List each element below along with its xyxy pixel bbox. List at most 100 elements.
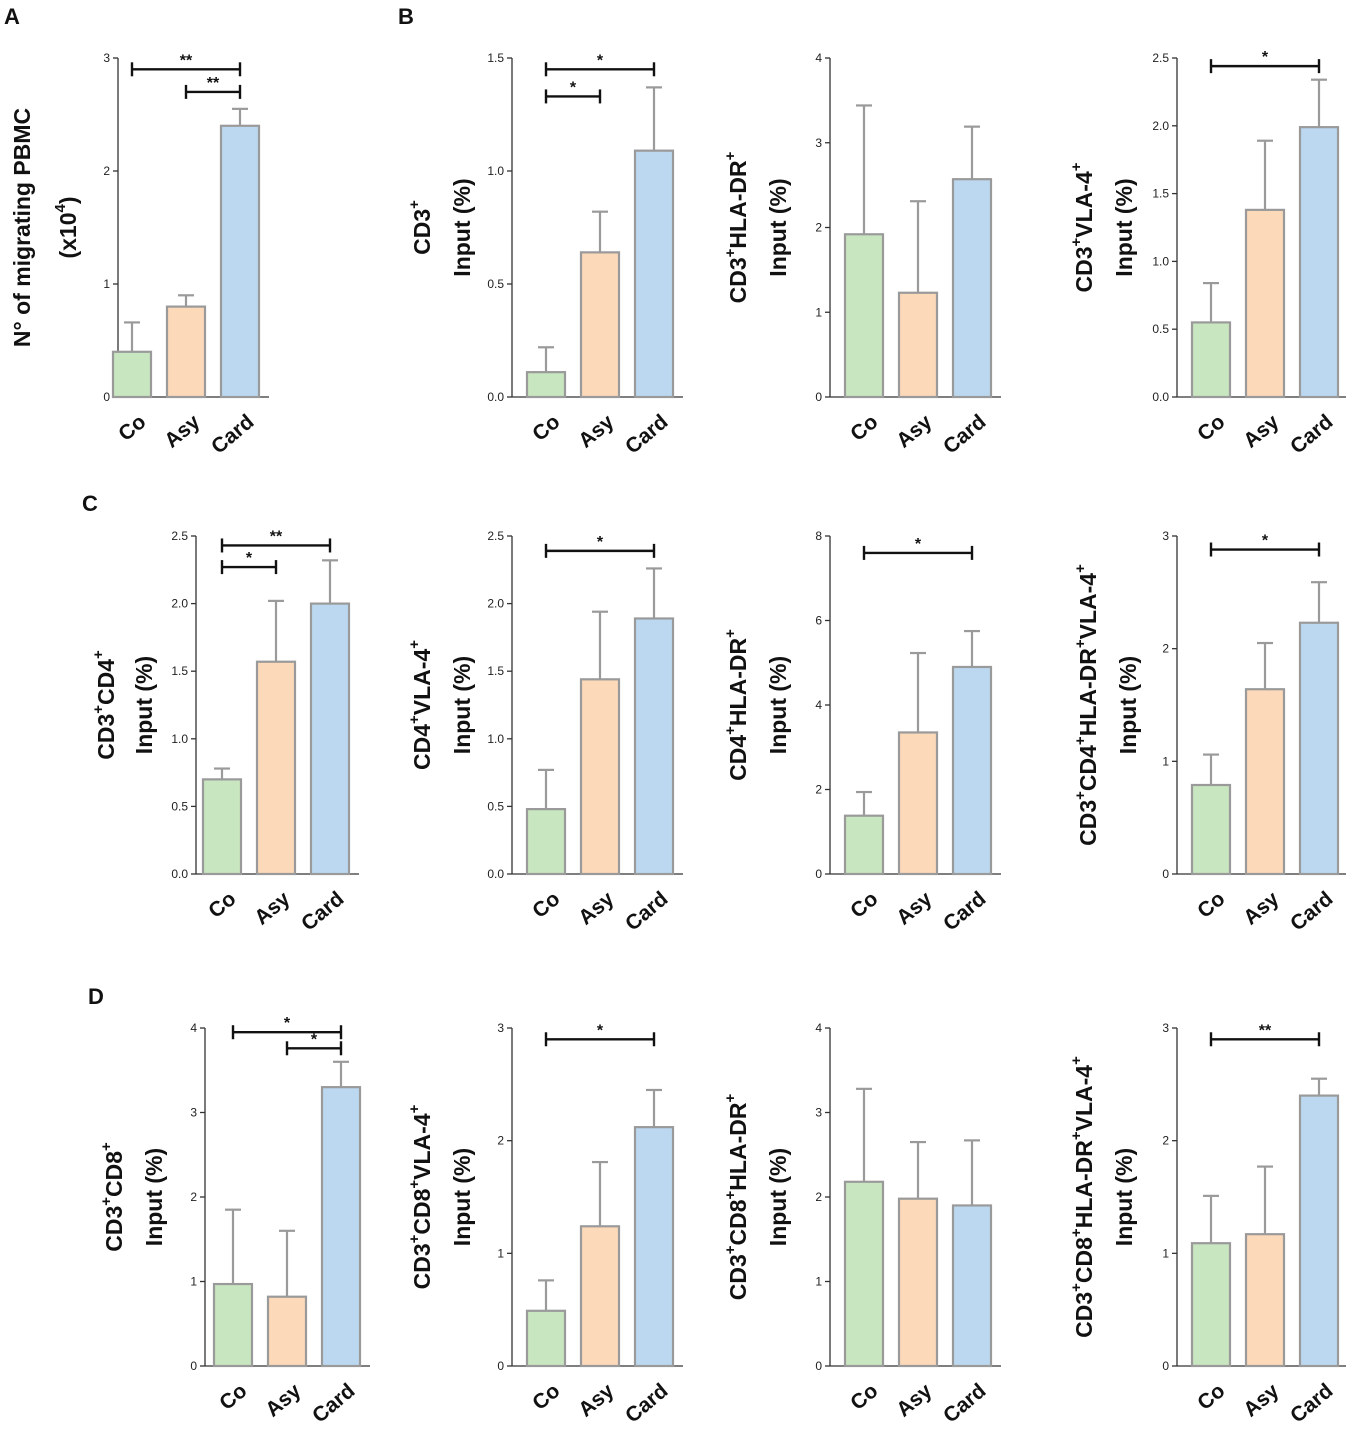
bar-asy <box>1244 688 1286 876</box>
y-tick-label: 1.5 <box>487 664 504 678</box>
y-tick-label: 1.5 <box>171 664 188 678</box>
y-axis-label: Input (%) <box>1115 656 1141 754</box>
y-tick-label: 1.0 <box>487 164 504 178</box>
bar-card <box>219 124 261 399</box>
y-axis-label: Input (%) <box>765 1148 791 1246</box>
y-tick-label: 3 <box>815 1106 822 1120</box>
bar-asy <box>579 1225 621 1368</box>
bar-co <box>525 808 567 876</box>
bar-asy <box>266 1295 308 1368</box>
category-label-co: Co <box>1193 410 1229 446</box>
y-axis-label: Input (%) <box>449 1148 475 1246</box>
category-label-co: Co <box>528 410 564 446</box>
y-axis-label: Input (%) <box>1111 178 1137 276</box>
category-label-co: Co <box>846 1379 882 1415</box>
bar-co <box>1190 1242 1232 1368</box>
significance-label: * <box>1262 49 1269 66</box>
y-tick-label: 4 <box>815 51 822 65</box>
y-tick-label: 0.5 <box>1152 322 1169 336</box>
significance-label: ** <box>1259 1022 1272 1039</box>
y-tick-label: 3 <box>497 1021 504 1035</box>
significance-bracket: * <box>231 1015 343 1040</box>
bar-asy <box>1244 1233 1286 1368</box>
y-tick-label: 2.5 <box>1152 51 1169 65</box>
significance-bracket: * <box>862 536 974 560</box>
y-tick-label: 1 <box>815 1275 822 1289</box>
y-tick-label: 2 <box>1162 1134 1169 1148</box>
significance-label: * <box>570 79 577 96</box>
y-axis-label: CD3+CD8+HLA-DR+VLA-4+ <box>1068 1056 1097 1338</box>
category-label-card: Card <box>621 410 672 458</box>
bar-asy <box>579 678 621 876</box>
y-tick-label: 3 <box>190 1106 197 1120</box>
y-tick-label: 0 <box>815 867 822 881</box>
bar-card <box>951 665 993 876</box>
y-tick-label: 0.0 <box>487 390 504 404</box>
category-label-asy: Asy <box>1239 887 1284 930</box>
y-tick-label: 2 <box>815 221 822 235</box>
significance-bracket: ** <box>220 528 332 553</box>
chart-b2: 0 1 2 3 4 Co Asy Card CD3+HLA-DR+ Input (%) <box>722 51 1001 459</box>
significance-bracket: * <box>544 1022 656 1047</box>
category-label-asy: Asy <box>1239 410 1284 453</box>
y-axis-label: CD3+CD4+HLA-DR+VLA-4+ <box>1072 564 1101 846</box>
category-label-asy: Asy <box>892 887 937 930</box>
category-label-asy: Asy <box>250 887 295 930</box>
significance-bracket: ** <box>130 52 242 77</box>
y-tick-label: 0 <box>1162 1359 1169 1373</box>
y-axis-label: CD3+ <box>406 200 435 255</box>
y-tick-label: 1 <box>497 1246 504 1260</box>
significance-bracket: ** <box>1209 1022 1321 1047</box>
significance-label: * <box>597 534 604 551</box>
y-axis-label: Input (%) <box>141 1148 167 1246</box>
y-tick-label: 0.0 <box>487 867 504 881</box>
significance-label: * <box>311 1031 318 1048</box>
y-axis-label: Input (%) <box>765 656 791 754</box>
bar-co <box>212 1282 254 1368</box>
category-label-asy: Asy <box>574 410 619 453</box>
y-axis-label: Input (%) <box>131 656 157 754</box>
significance-label: * <box>597 1022 604 1039</box>
category-label-asy: Asy <box>574 1379 619 1422</box>
y-tick-label: 3 <box>1162 1021 1169 1035</box>
significance-bracket: * <box>285 1031 343 1056</box>
category-label-card: Card <box>1286 1379 1337 1427</box>
bar-card <box>951 1204 993 1368</box>
panel-letter: D <box>88 984 104 1009</box>
bar-asy <box>897 731 939 876</box>
y-tick-label: 0.5 <box>487 277 504 291</box>
bar-asy <box>579 251 621 399</box>
chart-b3: 0.0 0.5 1.0 1.5 2.0 2.5 Co Asy Card * CD3+VLA-4+ In… <box>1068 49 1346 459</box>
y-tick-label: 2 <box>103 164 110 178</box>
y-axis-label: CD3+VLA-4+ <box>1068 162 1097 292</box>
y-axis-label: (x104) <box>52 196 81 258</box>
y-tick-label: 0.0 <box>1152 390 1169 404</box>
bar-card <box>1298 1094 1340 1368</box>
category-label-card: Card <box>939 1379 990 1427</box>
y-axis-label: Input (%) <box>449 178 475 276</box>
significance-label: * <box>284 1015 291 1032</box>
chart-a: A 0 1 2 3 Co Asy Card ** ** N° of migrating PBMC (x… <box>4 4 269 459</box>
category-label-co: Co <box>1193 1379 1229 1415</box>
category-label-co: Co <box>528 887 564 923</box>
significance-bracket: * <box>544 79 602 104</box>
chart-d4: 0 1 2 3 Co Asy Card ** CD3+CD8+HLA-DR+VLA-4+ Inpu… <box>1068 1021 1346 1428</box>
chart-d1: D 0 1 2 3 4 Co Asy Card * * CD3+CD8+ Input (%) <box>88 984 370 1428</box>
y-tick-label: 0 <box>815 1359 822 1373</box>
y-tick-label: 2.0 <box>487 597 504 611</box>
y-tick-label: 0 <box>497 1359 504 1373</box>
y-tick-label: 4 <box>815 1021 822 1035</box>
y-tick-label: 0 <box>1162 867 1169 881</box>
y-tick-label: 1 <box>1162 754 1169 768</box>
category-label-co: Co <box>1193 887 1229 923</box>
y-tick-label: 1 <box>103 277 110 291</box>
y-tick-label: 2 <box>815 1190 822 1204</box>
category-label-card: Card <box>939 887 990 935</box>
category-label-card: Card <box>1286 887 1337 935</box>
category-label-card: Card <box>939 410 990 458</box>
y-tick-label: 0 <box>190 1359 197 1373</box>
category-label-card: Card <box>207 410 258 458</box>
significance-label: * <box>915 536 922 553</box>
category-label-asy: Asy <box>160 410 205 453</box>
